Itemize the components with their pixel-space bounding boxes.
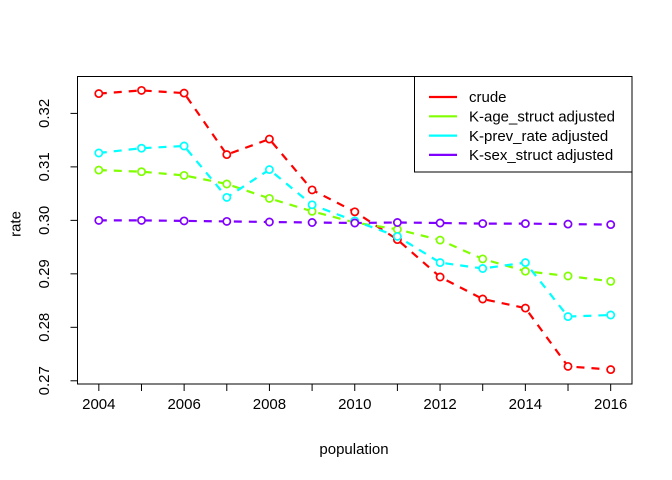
data-point bbox=[606, 276, 616, 286]
data-point bbox=[478, 219, 488, 229]
data-point bbox=[137, 215, 146, 225]
data-point bbox=[307, 218, 317, 227]
data-point bbox=[478, 264, 488, 273]
y-tick-label: 0.27 bbox=[36, 366, 53, 395]
data-point bbox=[222, 179, 232, 189]
y-tick-label: 0.31 bbox=[36, 152, 53, 181]
data-point bbox=[137, 167, 146, 177]
y-tick-label: 0.28 bbox=[36, 313, 53, 342]
data-point bbox=[179, 216, 189, 226]
legend-box bbox=[414, 76, 633, 173]
data-point bbox=[222, 150, 232, 160]
data-point bbox=[520, 258, 530, 268]
data-point bbox=[179, 170, 189, 180]
data-point bbox=[350, 218, 360, 228]
x-axis: 2004 2006 2008 2010 2012 2014 2016 bbox=[82, 384, 627, 413]
data-point bbox=[478, 254, 488, 264]
data-point bbox=[307, 200, 317, 210]
data-point bbox=[307, 185, 317, 195]
legend-label: K-age_struct adjusted bbox=[469, 109, 615, 126]
legend-item: K-sex_struct adjusted bbox=[429, 147, 613, 164]
x-axis-title: population bbox=[319, 441, 389, 458]
data-point bbox=[478, 294, 488, 304]
data-point bbox=[350, 207, 360, 217]
y-axis: 0.27 0.28 0.29 0.30 0.31 0.32 bbox=[36, 99, 78, 395]
data-point bbox=[520, 219, 530, 229]
y-tick-label: 0.29 bbox=[36, 259, 53, 288]
data-point bbox=[264, 217, 274, 227]
data-point bbox=[94, 89, 104, 99]
data-point bbox=[563, 271, 573, 281]
data-point bbox=[137, 85, 146, 95]
data-point bbox=[137, 143, 146, 153]
x-tick-label: 2010 bbox=[338, 396, 371, 413]
data-point bbox=[435, 272, 445, 282]
data-point bbox=[520, 303, 530, 313]
data-point bbox=[435, 218, 445, 228]
data-point bbox=[94, 215, 104, 225]
x-tick-label: 2004 bbox=[82, 396, 115, 413]
data-point bbox=[222, 216, 232, 226]
data-point bbox=[392, 231, 402, 241]
data-point bbox=[563, 219, 573, 229]
data-point bbox=[392, 218, 402, 227]
data-point bbox=[179, 141, 189, 151]
data-point bbox=[520, 266, 530, 276]
series-k-sex-struct-adjusted bbox=[94, 215, 616, 230]
legend: crude K-age_struct adjusted K-prev_rate ad… bbox=[414, 76, 633, 173]
legend-label: K-prev_rate adjusted bbox=[469, 128, 608, 145]
data-point bbox=[94, 165, 104, 175]
x-tick-label: 2016 bbox=[594, 396, 627, 413]
data-point bbox=[435, 235, 445, 245]
x-tick-label: 2014 bbox=[509, 396, 542, 413]
y-tick-label: 0.32 bbox=[36, 99, 53, 128]
legend-label: crude bbox=[469, 89, 507, 106]
data-point bbox=[264, 165, 274, 175]
data-point bbox=[264, 193, 274, 203]
x-tick-label: 2012 bbox=[423, 396, 456, 413]
legend-item: K-prev_rate adjusted bbox=[429, 128, 608, 145]
x-tick-label: 2008 bbox=[253, 396, 286, 413]
x-tick-label: 2006 bbox=[167, 396, 200, 413]
data-point bbox=[435, 258, 445, 268]
data-point bbox=[606, 365, 616, 375]
data-point bbox=[222, 192, 232, 202]
legend-label: K-sex_struct adjusted bbox=[469, 147, 613, 164]
data-point bbox=[606, 220, 616, 230]
legend-item: K-age_struct adjusted bbox=[429, 109, 615, 126]
y-tick-label: 0.30 bbox=[36, 206, 53, 235]
data-point bbox=[563, 361, 573, 371]
data-point bbox=[94, 148, 104, 158]
data-point bbox=[606, 310, 616, 320]
data-point bbox=[563, 312, 573, 322]
data-point bbox=[179, 88, 189, 98]
y-axis-title: rate bbox=[7, 211, 25, 237]
data-point bbox=[264, 134, 274, 144]
series-crude bbox=[94, 85, 616, 375]
legend-item: crude bbox=[429, 89, 507, 106]
